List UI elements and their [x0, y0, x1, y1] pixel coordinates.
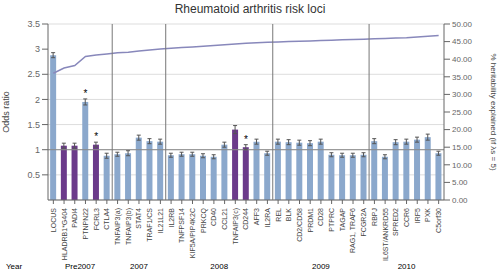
svg-text:0.00: 0.00 — [452, 196, 468, 205]
svg-text:20.00: 20.00 — [452, 125, 473, 134]
svg-text:2009: 2009 — [312, 262, 330, 271]
svg-text:PXK: PXK — [424, 208, 431, 222]
svg-text:2007: 2007 — [130, 262, 148, 271]
svg-text:2.5: 2.5 — [27, 69, 40, 79]
svg-text:LOCUS: LOCUS — [50, 208, 57, 232]
svg-text:3.5: 3.5 — [27, 19, 40, 29]
svg-text:IL2RA: IL2RA — [264, 208, 271, 228]
svg-text:40.00: 40.00 — [452, 55, 473, 64]
svg-text:2: 2 — [35, 95, 40, 105]
svg-text:FCRL3: FCRL3 — [93, 208, 100, 230]
svg-text:25.00: 25.00 — [452, 108, 473, 117]
svg-text:Odds ratio: Odds ratio — [8, 91, 11, 133]
svg-text:KIF5A/PIP4K2C: KIF5A/PIP4K2C — [189, 208, 196, 258]
svg-text:1.5: 1.5 — [27, 120, 40, 130]
svg-text:CD28: CD28 — [317, 208, 324, 226]
svg-text:IL21L21: IL21L21 — [157, 208, 164, 233]
svg-text:TAGAP: TAGAP — [339, 208, 346, 232]
svg-text:35.00: 35.00 — [452, 73, 473, 82]
svg-text:SPRED2: SPRED2 — [392, 208, 399, 236]
svg-text:1: 1 — [35, 145, 40, 155]
svg-text:2010: 2010 — [398, 262, 416, 271]
svg-text:50.00: 50.00 — [452, 20, 473, 29]
svg-text:RAG1, TRAF6: RAG1, TRAF6 — [349, 208, 356, 253]
svg-text:0.5: 0.5 — [27, 170, 40, 180]
svg-text:CCL21: CCL21 — [221, 208, 228, 230]
svg-text:STAT4: STAT4 — [135, 208, 142, 229]
svg-text:TNFAIP3(a): TNFAIP3(a) — [114, 208, 122, 245]
svg-text:PRDM1: PRDM1 — [307, 208, 314, 233]
svg-text:HLADRB1*G404: HLADRB1*G404 — [61, 208, 68, 260]
svg-text:PTPRC: PTPRC — [328, 208, 335, 232]
svg-text:TNFPSF14: TNFPSF14 — [178, 208, 185, 243]
svg-text:CTLA4: CTLA4 — [103, 208, 110, 230]
svg-text:PRKCQ: PRKCQ — [200, 207, 208, 232]
svg-text:CD40: CD40 — [210, 208, 217, 226]
svg-text:PADI4: PADI4 — [71, 208, 78, 228]
svg-text:PTNPN22: PTNPN22 — [82, 208, 89, 240]
svg-text:% heritability explained (if λ: % heritability explained (if λs = 5) — [489, 53, 492, 171]
svg-text:30.00: 30.00 — [452, 90, 473, 99]
svg-text:REL: REL — [275, 208, 282, 222]
svg-text:RBPJ: RBPJ — [371, 208, 378, 226]
svg-text:*: * — [84, 88, 88, 99]
svg-text:CCR6: CCR6 — [403, 208, 410, 227]
svg-text:BLK: BLK — [285, 208, 292, 222]
svg-text:AFF3: AFF3 — [253, 208, 260, 225]
html-text:Rheumatoid arthritis risk loci: Rheumatoid arthritis risk loci — [174, 2, 326, 16]
svg-text:IL2RB: IL2RB — [168, 208, 175, 228]
svg-text:10.00: 10.00 — [452, 161, 473, 170]
svg-text:TRAF1/CS: TRAF1/CS — [146, 208, 153, 242]
svg-text:IL6ST/ANKRD55: IL6ST/ANKRD55 — [382, 208, 389, 261]
svg-text:*: * — [244, 134, 248, 145]
svg-text:TNFAIP3(c): TNFAIP3(c) — [232, 208, 240, 245]
svg-text:2008: 2008 — [210, 262, 228, 271]
svg-text:*: * — [94, 131, 98, 142]
svg-text:5.00: 5.00 — [452, 178, 468, 187]
svg-text:CD2/CD58: CD2/CD58 — [296, 208, 303, 242]
svg-text:FCGR2A: FCGR2A — [360, 208, 367, 237]
svg-text:Year: Year — [8, 262, 23, 271]
svg-text:Pre2007: Pre2007 — [65, 262, 96, 271]
svg-text:C5orf30: C5orf30 — [435, 208, 442, 233]
svg-text:TNFAIP3(b): TNFAIP3(b) — [125, 208, 133, 245]
svg-text:45.00: 45.00 — [452, 37, 473, 46]
svg-text:IRF5: IRF5 — [414, 208, 421, 223]
svg-text:15.00: 15.00 — [452, 143, 473, 152]
svg-text:CD244: CD244 — [242, 208, 249, 230]
svg-text:3: 3 — [35, 44, 40, 54]
